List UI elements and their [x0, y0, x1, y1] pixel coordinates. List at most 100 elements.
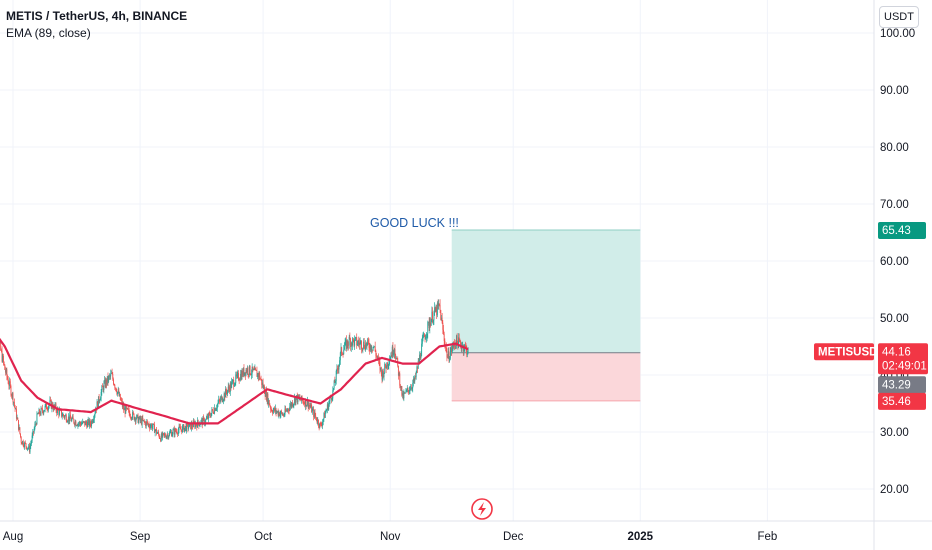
candle-body	[133, 413, 135, 420]
candle-body	[146, 421, 148, 423]
candle-body	[276, 411, 278, 413]
candle-body	[300, 399, 302, 401]
price-axis[interactable]: 20.0030.0040.0050.0060.0070.0080.0090.00…	[873, 0, 915, 550]
candle-body	[405, 390, 407, 394]
candle-body	[134, 417, 136, 420]
candle-body	[152, 423, 154, 427]
time-tick-label: Sep	[130, 531, 150, 543]
candle-body	[229, 383, 231, 393]
time-tick-label: Oct	[254, 531, 273, 543]
candle-body	[274, 407, 276, 412]
candle-body	[212, 410, 214, 413]
candle-body	[84, 421, 86, 426]
candle-body	[194, 422, 196, 428]
candle-body	[246, 368, 248, 372]
candle-body	[248, 374, 250, 375]
candle-body	[206, 416, 208, 419]
candle-body	[311, 404, 313, 413]
candle-body	[125, 406, 127, 414]
candle-body	[184, 427, 185, 432]
candle-body	[313, 411, 315, 417]
candle-body	[160, 438, 162, 442]
candle-body	[305, 399, 306, 407]
candle-body	[324, 413, 326, 418]
candle-body	[5, 369, 7, 373]
candle-body	[6, 369, 8, 377]
candle-body	[445, 347, 447, 349]
candle-body	[260, 378, 262, 380]
candle-body	[263, 386, 265, 388]
candle-body	[410, 387, 412, 391]
candle-body	[287, 408, 289, 411]
candle-body	[307, 400, 308, 406]
candle-body	[225, 388, 226, 398]
candle-body	[247, 368, 249, 375]
candle-body	[246, 369, 248, 372]
candle-body	[447, 351, 449, 358]
symbol-tag-label: METISUSDT	[818, 346, 884, 358]
candle-body	[291, 402, 293, 407]
candle-body	[257, 373, 259, 377]
candle-body	[87, 419, 89, 422]
candle-body	[93, 415, 95, 420]
candle-body	[264, 393, 266, 397]
candle-body	[50, 400, 52, 401]
candle-body	[82, 421, 84, 422]
candle-body	[175, 431, 177, 433]
candle-body	[378, 360, 380, 363]
position-tool[interactable]	[451, 229, 641, 402]
lightning-icon[interactable]	[471, 498, 493, 520]
indicator-label[interactable]: EMA (89, close)	[6, 26, 91, 40]
candle-body	[242, 368, 244, 376]
candle-body	[275, 408, 277, 413]
candle-body	[391, 355, 393, 357]
candle-body	[296, 395, 298, 402]
candle-body	[454, 344, 456, 347]
candle-body	[70, 418, 72, 422]
candle-body	[58, 410, 60, 415]
candle-body	[43, 411, 45, 414]
candle-body	[221, 396, 223, 402]
annotation-text[interactable]: GOOD LUCK !!!	[370, 216, 459, 230]
candle-body	[272, 410, 274, 414]
candle-body	[216, 408, 218, 410]
candle-body	[449, 352, 451, 359]
price-tick-label: 80.00	[880, 142, 909, 154]
candle-body	[277, 411, 279, 416]
candle-body	[157, 431, 159, 434]
candle-body	[42, 411, 44, 414]
candle-body	[105, 379, 107, 387]
candle-body	[26, 446, 28, 450]
candle-body	[0, 342, 2, 351]
candle-body	[14, 405, 16, 409]
candle-body	[66, 421, 68, 423]
candle-body	[268, 400, 270, 405]
candle-body	[346, 339, 347, 349]
candle-body	[436, 307, 438, 316]
candle-body	[141, 418, 142, 425]
price-tick-label: 90.00	[880, 85, 909, 97]
candle-body	[278, 412, 280, 416]
time-axis[interactable]: Aug Sep Oct Nov Dec 2025 Feb	[0, 520, 932, 543]
candle-body	[190, 422, 192, 429]
candle-body	[33, 431, 34, 433]
candle-body	[26, 448, 28, 450]
candle-body	[176, 431, 178, 434]
candle-body	[184, 426, 186, 428]
candle-body	[232, 380, 234, 381]
candle-body	[79, 422, 81, 424]
candle-body	[3, 362, 5, 365]
candle-body	[322, 421, 323, 426]
stop-zone	[451, 352, 641, 401]
candle-body	[430, 319, 432, 326]
candle-body	[352, 338, 354, 340]
candle-body	[363, 341, 365, 348]
candle-body	[216, 404, 218, 409]
candle-body	[437, 303, 439, 306]
candle-body	[240, 373, 242, 380]
candle-body	[34, 424, 36, 429]
candle-body	[219, 400, 221, 402]
currency-button[interactable]: USDT	[879, 6, 919, 28]
